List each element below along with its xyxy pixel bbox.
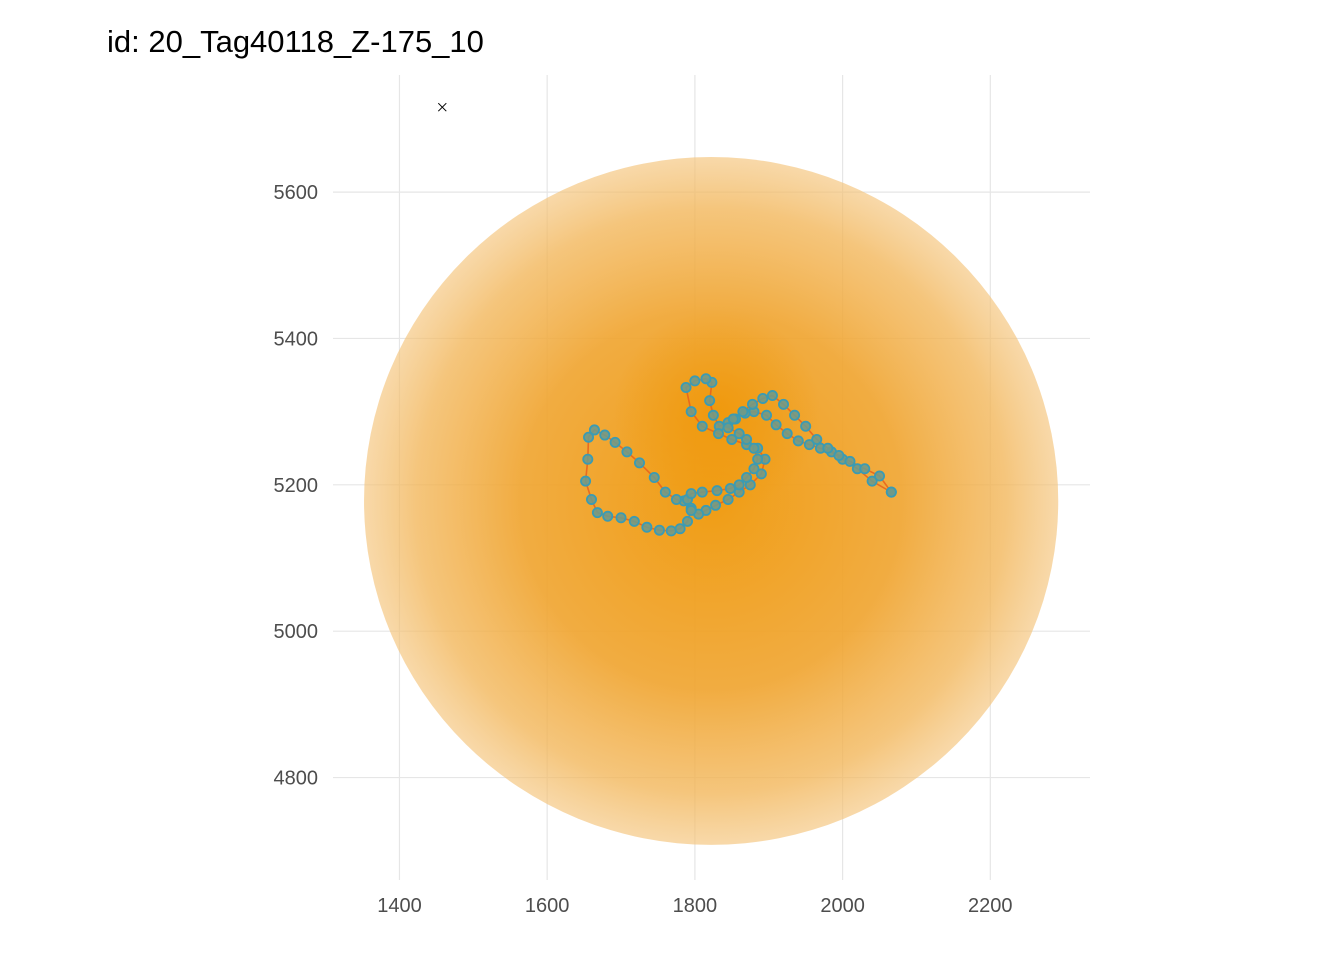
x-tick-label: 1600 xyxy=(525,895,570,917)
y-tick-label: 5000 xyxy=(274,621,319,643)
track-point xyxy=(696,486,708,498)
track-point xyxy=(755,468,767,480)
track-point xyxy=(722,422,734,434)
y-tick-label: 5600 xyxy=(274,182,319,204)
track-point xyxy=(602,510,614,522)
track-point xyxy=(770,419,782,431)
track-point xyxy=(621,446,633,458)
track-point xyxy=(844,455,856,467)
track-point xyxy=(811,433,823,445)
track-point xyxy=(670,493,682,505)
track-point xyxy=(778,398,790,410)
track-point xyxy=(833,450,845,462)
y-tick-label: 5200 xyxy=(274,475,319,497)
track-point xyxy=(583,431,595,443)
track-point xyxy=(685,406,697,418)
track-point xyxy=(641,521,653,533)
receiver-marker-stroke xyxy=(437,102,447,112)
track-layer xyxy=(580,373,897,537)
track-point xyxy=(599,429,611,441)
track-point xyxy=(761,409,773,421)
track-point xyxy=(674,523,686,535)
track-point xyxy=(580,475,592,487)
track-point xyxy=(704,395,716,407)
track-point xyxy=(591,507,603,519)
track-point xyxy=(713,428,725,440)
track-point xyxy=(696,420,708,432)
track-point xyxy=(685,488,697,500)
track-point xyxy=(885,486,897,498)
track-point xyxy=(803,439,815,451)
track-point xyxy=(792,435,804,447)
track-point xyxy=(588,424,600,436)
track-point xyxy=(752,453,764,465)
axis-layer: 1400 1600 1800 2000 2200 4800 5000 5200 5400 5600 xyxy=(274,182,1013,917)
track-point xyxy=(685,504,697,516)
track-point xyxy=(727,413,739,425)
track-point xyxy=(653,524,665,536)
marker-layer xyxy=(437,102,447,112)
track-point xyxy=(737,406,749,418)
track-point xyxy=(582,453,594,465)
track-point xyxy=(757,392,769,404)
track-point xyxy=(707,409,719,421)
track-point xyxy=(726,433,738,445)
track-point xyxy=(633,457,645,469)
track-point xyxy=(733,428,745,440)
track-point xyxy=(746,398,758,410)
track-point xyxy=(681,515,693,527)
track-point xyxy=(680,381,692,393)
track-point xyxy=(700,373,712,385)
track-point xyxy=(724,482,736,494)
track-point xyxy=(874,470,886,482)
track-point xyxy=(766,390,778,402)
track-point xyxy=(648,471,660,483)
track-point xyxy=(585,493,597,505)
track-point xyxy=(733,479,745,491)
track-point xyxy=(748,463,760,475)
track-point xyxy=(781,428,793,440)
x-tick-label: 2000 xyxy=(820,895,865,917)
track-point xyxy=(628,515,640,527)
track-point xyxy=(722,493,734,505)
x-tick-label: 1400 xyxy=(377,895,422,917)
x-tick-label: 1800 xyxy=(673,895,718,917)
track-point xyxy=(859,463,871,475)
track-point xyxy=(741,433,753,445)
track-point xyxy=(800,420,812,432)
track-point xyxy=(665,525,677,537)
track-point xyxy=(866,475,878,487)
track-point xyxy=(741,471,753,483)
track-point xyxy=(659,486,671,498)
y-tick-label: 5400 xyxy=(274,328,319,350)
track-point xyxy=(822,442,834,454)
receiver-marker xyxy=(437,102,447,112)
y-tick-label: 4800 xyxy=(274,768,319,790)
track-point xyxy=(689,375,701,387)
error-region-layer xyxy=(364,156,1059,845)
chart-title: id: 20_Tag40118_Z-175_10 xyxy=(107,24,484,59)
track-point xyxy=(748,442,760,454)
track-point xyxy=(789,409,801,421)
track-point xyxy=(609,436,621,448)
track-point xyxy=(710,499,722,511)
track-point xyxy=(615,512,627,524)
track-point xyxy=(711,485,723,497)
x-tick-label: 2200 xyxy=(968,895,1013,917)
